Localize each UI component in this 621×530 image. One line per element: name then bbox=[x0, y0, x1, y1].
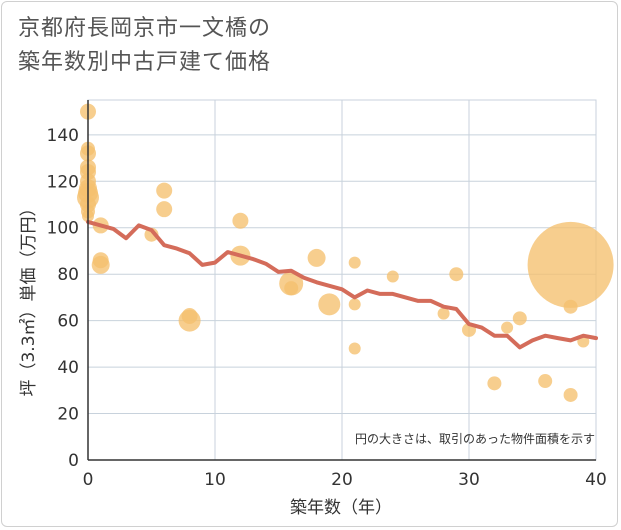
x-axis-label: 築年数（年） bbox=[290, 498, 392, 518]
bubble-layer bbox=[77, 103, 614, 402]
x-tick-label: 20 bbox=[331, 470, 353, 490]
gridlines bbox=[87, 99, 597, 461]
data-bubble bbox=[348, 342, 361, 355]
chart-title: 京都府長岡京市一文橋の 築年数別中古戸建て価格 bbox=[18, 12, 271, 80]
x-tick-label: 40 bbox=[585, 470, 607, 490]
data-bubble bbox=[538, 374, 553, 389]
data-bubble bbox=[232, 212, 249, 229]
data-bubble bbox=[501, 321, 514, 334]
axes bbox=[87, 100, 596, 461]
y-tick-label: 0 bbox=[68, 451, 79, 471]
data-bubble bbox=[307, 248, 326, 267]
data-bubble bbox=[386, 270, 399, 283]
data-bubble bbox=[437, 307, 450, 320]
data-bubble bbox=[563, 387, 578, 402]
average-price-line bbox=[86, 219, 598, 350]
x-tick-label: 10 bbox=[204, 470, 226, 490]
y-tick-label: 20 bbox=[57, 405, 79, 425]
y-tick-label: 100 bbox=[47, 219, 79, 239]
data-bubble bbox=[91, 255, 110, 274]
line-layer bbox=[86, 219, 598, 350]
data-bubble bbox=[156, 201, 173, 218]
y-tick-label: 60 bbox=[57, 312, 79, 332]
data-bubble bbox=[527, 221, 614, 308]
y-tick-label: 140 bbox=[47, 126, 79, 146]
x-tick-labels: 0 10 20 30 40 bbox=[83, 470, 607, 490]
data-bubble bbox=[318, 293, 341, 316]
y-tick-labels: 0 20 40 60 80 100 120 140 bbox=[47, 126, 79, 471]
data-bubble bbox=[178, 309, 201, 332]
size-note: 円の大きさは、取引のあった物件面積を示す bbox=[355, 431, 595, 446]
title-line-2: 築年数別中古戸建て価格 bbox=[18, 50, 272, 75]
title-line-1: 京都府長岡京市一文橋の bbox=[18, 16, 272, 41]
x-tick-label: 30 bbox=[458, 470, 480, 490]
x-tick-label: 0 bbox=[83, 470, 94, 490]
y-tick-label: 80 bbox=[57, 265, 79, 285]
data-bubble bbox=[156, 182, 173, 199]
data-bubble bbox=[512, 311, 527, 326]
data-bubble bbox=[348, 298, 361, 311]
y-tick-label: 40 bbox=[57, 358, 79, 378]
data-bubble bbox=[284, 281, 299, 296]
data-bubble bbox=[487, 376, 502, 391]
data-bubble bbox=[563, 299, 578, 314]
y-tick-label: 120 bbox=[47, 172, 79, 192]
data-bubble bbox=[348, 256, 361, 269]
y-axis-label: 坪（3.3㎡）単価（万円） bbox=[19, 199, 39, 396]
data-bubble bbox=[449, 267, 464, 282]
